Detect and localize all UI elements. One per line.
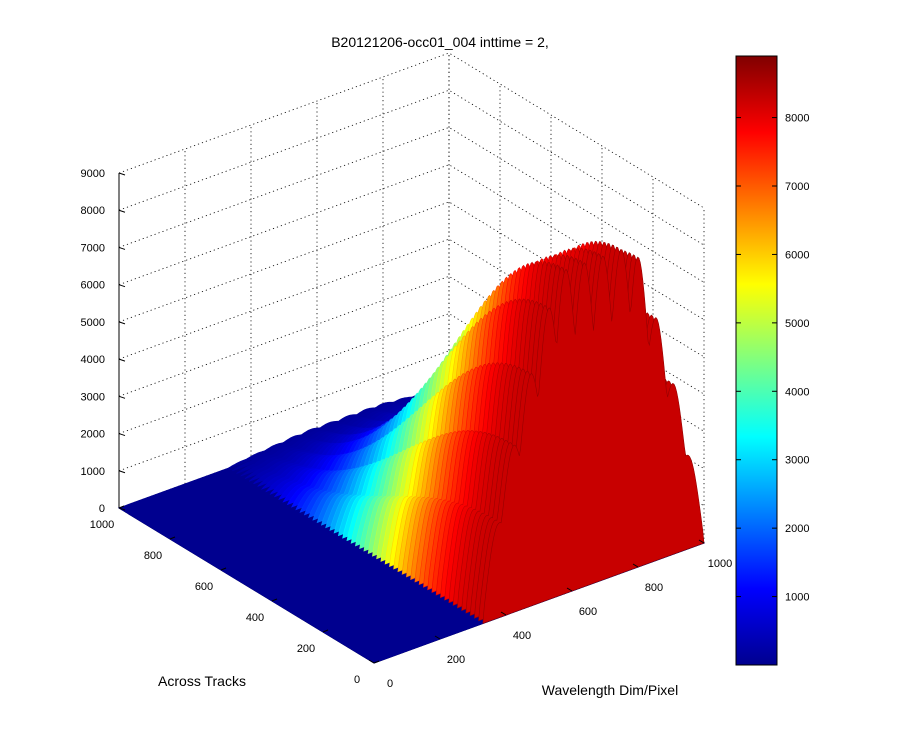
surface-slice <box>482 249 705 624</box>
y-tick-mark <box>169 536 176 540</box>
y-tick-label: 800 <box>144 550 162 562</box>
x-tick-mark <box>368 659 375 664</box>
z-tick-label: 9000 <box>81 168 105 180</box>
z-tick-mark <box>118 395 126 399</box>
z-tick-label: 1000 <box>81 466 105 478</box>
colorbar-gradient <box>735 55 778 666</box>
y-tick-label: 0 <box>354 674 360 686</box>
z-tick-mark <box>118 507 126 511</box>
y-tick-label: 400 <box>246 612 264 624</box>
chart-title: B20121206-occ01_004 inttime = 2, <box>331 34 549 50</box>
x-tick-mark <box>698 539 705 544</box>
colorbar-tick-label: 5000 <box>785 318 809 330</box>
z-tick-label: 0 <box>99 503 105 515</box>
y-axis-label: Across Tracks <box>158 673 246 689</box>
tick-labels-layer: 0100020003000400050006000700080009000020… <box>81 168 733 690</box>
colorbar-tick-label: 7000 <box>785 181 809 193</box>
y-tick-label: 200 <box>297 643 315 655</box>
z-tick-mark <box>118 358 126 362</box>
colorbar-tick-label: 4000 <box>785 386 809 398</box>
y-tick-mark <box>220 567 227 571</box>
y-tick-mark <box>271 598 278 602</box>
z-tick-label: 8000 <box>81 205 105 217</box>
colorbar: 1000 2000 3000 4000 5000 6000 7000 8000 <box>735 55 809 666</box>
z-tick-label: 4000 <box>81 354 105 366</box>
z-tick-mark <box>118 433 126 437</box>
colorbar-tick-label: 3000 <box>785 455 809 467</box>
z-tick-label: 5000 <box>81 317 105 329</box>
x-tick-mark <box>500 611 507 616</box>
x-tick-label: 1000 <box>708 558 732 570</box>
y-tick-label: 1000 <box>90 519 114 531</box>
colorbar-tick-label: 6000 <box>785 249 809 261</box>
x-tick-label: 0 <box>387 678 393 690</box>
x-tick-label: 200 <box>447 654 465 666</box>
z-tick-mark <box>118 246 126 250</box>
z-tick-mark <box>118 284 126 288</box>
y-tick-mark <box>373 660 380 664</box>
y-tick-label: 600 <box>195 581 213 593</box>
y-tick-mark <box>118 505 125 509</box>
x-tick-label: 600 <box>579 606 597 618</box>
gridline <box>118 52 705 209</box>
colorbar-tick-label: 1000 <box>785 592 809 604</box>
surface-layer <box>117 240 706 664</box>
x-tick-mark <box>434 635 441 640</box>
colorbar-ticks: 1000 2000 3000 4000 5000 6000 7000 8000 <box>736 113 809 604</box>
gridline <box>118 89 705 246</box>
colorbar-tick-label: 8000 <box>785 113 809 125</box>
z-tick-mark <box>118 321 126 325</box>
x-tick-mark <box>632 563 639 568</box>
x-tick-label: 800 <box>645 582 663 594</box>
z-tick-mark <box>118 209 126 213</box>
z-tick-label: 7000 <box>81 242 105 254</box>
y-tick-mark <box>322 629 329 633</box>
z-tick-mark <box>118 172 126 176</box>
x-tick-mark <box>566 587 573 592</box>
z-tick-mark <box>118 470 126 474</box>
x-tick-label: 400 <box>513 630 531 642</box>
z-tick-label: 2000 <box>81 429 105 441</box>
colorbar-tick-label: 2000 <box>785 523 809 535</box>
z-tick-label: 6000 <box>81 280 105 292</box>
z-tick-label: 3000 <box>81 391 105 403</box>
x-axis-label: Wavelength Dim/Pixel <box>542 682 678 698</box>
